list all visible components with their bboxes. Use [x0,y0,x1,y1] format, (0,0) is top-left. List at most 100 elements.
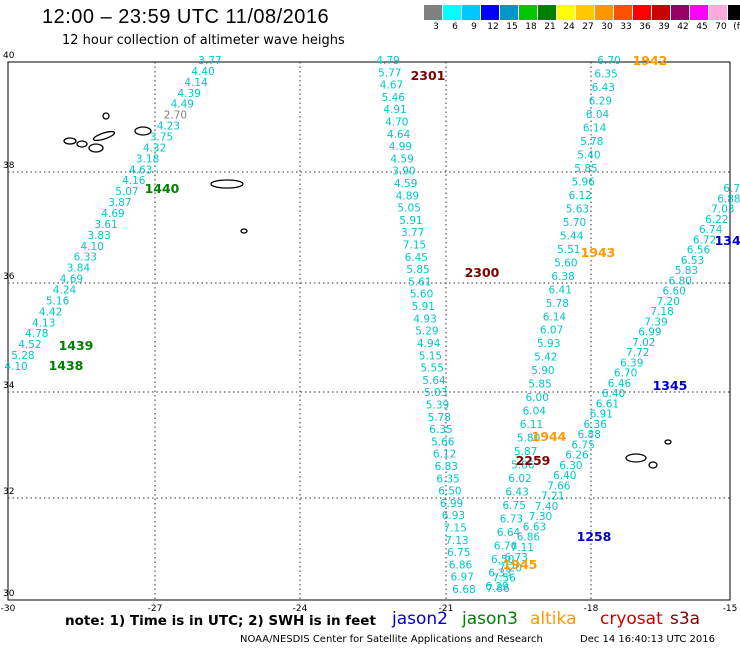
wave-height-value: 6.76 [494,541,518,553]
wave-height-value: 7.20 [657,296,680,308]
island-shape [134,126,152,136]
legend-swatch [633,5,652,20]
wave-height-value: 3.84 [67,263,91,275]
pass-times: 1440 1439 1438 2301 2300 2259 1942 1943 1944 1945… [49,53,740,572]
wave-height-value: 7.13 [445,535,468,547]
wave-height-value: 6.26 [565,450,589,462]
wave-height-value: 5.78 [580,136,603,148]
lon-tick-label: -27 [148,604,163,614]
wave-height-value: 5.91 [399,215,422,227]
lon-tick-label: -21 [439,604,454,614]
legend-label: 24 [563,22,575,32]
island-shape [102,112,110,120]
wave-height-value: 6.11 [520,419,543,431]
wave-height-value: 4.94 [417,338,441,350]
island-shape [625,453,647,463]
wave-height-value: 6.46 [608,378,632,390]
satellite-jason2: jason2 [392,609,448,629]
legend-label: 70 [715,22,727,32]
legend-label: 3 [433,22,439,32]
legend-label: 27 [582,22,594,32]
wave-height-value: 7.02 [632,337,655,349]
legend-swatch [652,5,671,20]
wave-height-value: 3.77 [198,55,221,67]
legend-label: 6 [452,22,458,32]
wave-height-value: 6.00 [526,392,549,404]
wave-height-value: 4.63 [129,164,152,176]
wave-height-value: 6.72 [693,234,716,246]
wave-height-value: 4.32 [143,142,166,154]
wave-height-value: 4.40 [191,66,214,78]
wave-height-value: 7.40 [535,501,558,513]
page-title: 12:00 – 23:59 UTC 11/08/2016 [42,6,330,28]
wave-height-value: 6.99 [638,327,661,339]
legend-label: 9 [471,22,477,32]
wave-height-value: 3.61 [94,219,117,231]
wave-height-value: 5.85 [406,264,429,276]
wave-height-value: 4.93 [413,313,436,325]
wave-height-value: 7.56 [492,573,516,585]
wave-height-value: 7.11 [511,542,534,554]
legend-label: 12 [487,22,499,32]
wave-height-value: 3.87 [108,197,131,209]
wave-height-value: 5.80 [517,433,540,445]
lon-tick-label: -30 [1,604,16,614]
wave-height-value: 5.15 [419,350,442,362]
pass-time-label: 1346 [715,233,740,248]
legend-label: 18 [525,22,537,32]
legend-swatch [576,5,595,20]
lon-tick-label: -18 [584,604,599,614]
island-shape [88,143,104,153]
wave-height-value: 6.83 [435,461,458,473]
wave-height-value: 6.35 [594,69,617,81]
wave-height-value: 6.74 [723,183,740,195]
wave-height-value: 4.10 [4,361,27,373]
wave-height-value: 5.60 [410,289,433,301]
wave-height-value: 6.04 [523,406,547,418]
satellite-jason3: jason3 [462,609,518,629]
pass-time-label: 1439 [59,338,94,353]
wave-height-value: 6.45 [405,252,428,264]
pass-time-label: 1258 [577,529,612,544]
wave-height-value: 6.86 [449,559,473,571]
legend-swatch [500,5,519,20]
lat-tick-label: 38 [3,161,15,171]
lat-tick-label: 40 [3,51,15,61]
wave-height-value: 5.83 [675,265,698,277]
wave-height-value: 5.96 [572,176,596,188]
generated-timestamp: Dec 14 16:40:13 UTC 2016 [580,634,715,645]
wave-height-value: 6.73 [500,514,523,526]
lat-tick-label: 30 [3,589,15,599]
wave-height-value: 5.05 [398,203,421,215]
wave-height-value: 5.85 [528,379,551,391]
wave-height-value: 5.86 [511,460,535,472]
wave-height-value: 6.12 [569,190,592,202]
map-grid [8,62,730,600]
wave-height-value: 4.59 [394,178,417,190]
wave-height-value: 3.18 [136,153,159,165]
pass-time-label: 2301 [411,68,446,83]
wave-height-value: 5.91 [412,301,435,313]
lon-tick-label: -15 [723,604,738,614]
legend-swatch [519,5,538,20]
legend-swatch [728,5,740,20]
legend-label: 30 [601,22,613,32]
legend-label: 21 [544,22,556,32]
wave-height-value: 6.91 [590,409,613,421]
wave-height-value: 2.70 [164,110,187,122]
lat-tick-label: 36 [3,272,15,282]
wave-height-value: 5.42 [534,352,557,364]
wave-height-value: 6.33 [74,252,97,264]
wave-height-value: 4.91 [383,104,406,116]
wave-height-value: 4.10 [81,241,104,253]
wave-height-value: 6.43 [505,487,528,499]
legend-swatch [690,5,709,20]
wave-height-value: 4.14 [184,77,208,89]
legend-swatch [595,5,614,20]
wave-height-value: 4.67 [380,80,403,92]
wave-height-tracks: 3.774.404.144.394.492.704.233.754.323.18… [4,55,740,596]
wave-height-value: 4.78 [25,328,48,340]
wave-height-value: 6.74 [699,224,723,236]
lat-tick-label: 32 [3,487,14,497]
wave-height-value: 5.28 [11,350,34,362]
